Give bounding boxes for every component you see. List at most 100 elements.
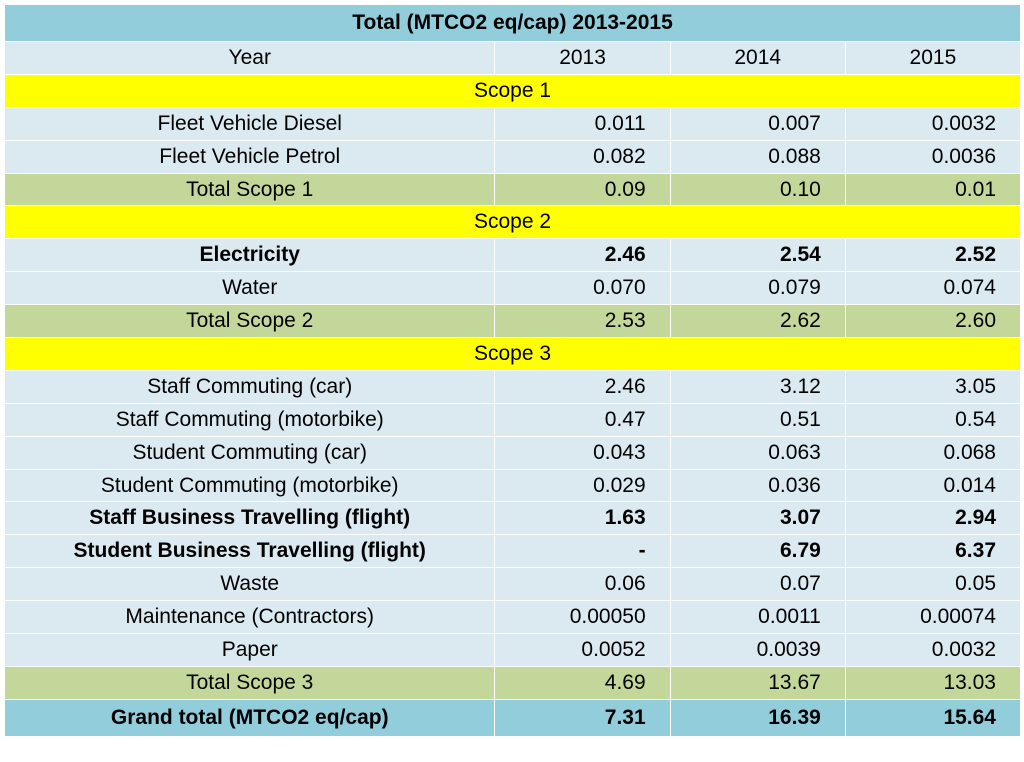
scope-total-row: Total Scope 2 2.53 2.62 2.60 <box>3 304 1022 339</box>
row-value-2013: 2.46 <box>494 238 671 273</box>
row-value-2015: 0.074 <box>844 271 1022 306</box>
row-value-2013: 1.63 <box>494 501 671 536</box>
row-value-2015: 0.05 <box>844 567 1022 602</box>
scope-total-label: Total Scope 2 <box>3 304 496 339</box>
row-value-2015: 0.00074 <box>844 600 1022 635</box>
scope-total-value-2015: 0.01 <box>844 172 1022 207</box>
table-row-fleet-vehicle-petrol: Fleet Vehicle Petrol 0.082 0.088 0.0036 <box>3 139 1022 174</box>
row-value-2014: 2.54 <box>669 238 846 273</box>
scope-total-label: Total Scope 3 <box>3 665 496 700</box>
scope-total-value-2014: 13.67 <box>669 665 846 700</box>
grand-total-label: Grand total (MTCO2 eq/cap) <box>3 698 496 737</box>
grand-total-value-2014: 16.39 <box>669 698 846 737</box>
row-value-2013: 0.06 <box>494 567 671 602</box>
table-row-fleet-vehicle-diesel: Fleet Vehicle Diesel 0.011 0.007 0.0032 <box>3 106 1022 141</box>
table-title-row: Total (MTCO2 eq/cap) 2013-2015 <box>4 4 1021 42</box>
table-row-water: Water 0.070 0.079 0.074 <box>3 271 1022 306</box>
row-value-2014: 0.0039 <box>669 633 846 667</box>
table-row-paper: Paper 0.0052 0.0039 0.0032 <box>3 633 1022 667</box>
scope-total-row: Total Scope 3 4.69 13.67 13.03 <box>3 665 1022 700</box>
row-value-2015: 3.05 <box>844 369 1022 404</box>
grand-total-row: Grand total (MTCO2 eq/cap) 7.31 16.39 15.64 <box>3 698 1022 737</box>
scope-total-label: Total Scope 1 <box>3 172 496 207</box>
row-value-2014: 0.007 <box>669 106 846 141</box>
table-row-staff-commuting-car: Staff Commuting (car) 2.46 3.12 3.05 <box>3 369 1022 404</box>
scope-total-value-2014: 2.62 <box>669 304 846 339</box>
emissions-table: Total (MTCO2 eq/cap) 2013-2015 Year 2013… <box>3 4 1022 737</box>
row-label: Electricity <box>3 238 496 273</box>
row-value-2014: 0.063 <box>669 435 846 470</box>
scope-header: Scope 1 <box>4 73 1021 108</box>
year-header-2013: 2013 <box>494 41 671 75</box>
row-value-2014: 0.0011 <box>669 600 846 635</box>
row-value-2015: 0.0032 <box>844 106 1022 141</box>
scope-header-row: Scope 2 <box>4 205 1021 240</box>
table-title: Total (MTCO2 eq/cap) 2013-2015 <box>4 4 1021 42</box>
row-value-2013: 0.043 <box>494 435 671 470</box>
row-value-2015: 6.37 <box>844 534 1022 569</box>
table-row-student-business-travelling-flight: Student Business Travelling (flight) -6.7… <box>3 534 1022 569</box>
grand-total-value-2015: 15.64 <box>844 698 1022 737</box>
row-value-2013: - <box>494 534 671 569</box>
scope-total-value-2015: 2.60 <box>844 304 1022 339</box>
row-value-2013: 0.00050 <box>494 600 671 635</box>
row-value-2013: 0.082 <box>494 139 671 174</box>
emissions-table-body: Total (MTCO2 eq/cap) 2013-2015 Year 2013… <box>3 4 1022 737</box>
row-label: Waste <box>3 567 496 602</box>
row-label: Maintenance (Contractors) <box>3 600 496 635</box>
row-value-2014: 3.12 <box>669 369 846 404</box>
year-header-row: Year 2013 2014 2015 <box>3 41 1022 75</box>
row-label: Staff Commuting (motorbike) <box>3 402 496 437</box>
scope-total-value-2013: 0.09 <box>494 172 671 207</box>
scope-header: Scope 3 <box>4 337 1021 371</box>
row-value-2013: 0.011 <box>494 106 671 141</box>
row-value-2013: 0.070 <box>494 271 671 306</box>
row-value-2015: 0.0036 <box>844 139 1022 174</box>
row-value-2014: 0.036 <box>669 468 846 503</box>
table-row-staff-business-travelling-flight: Staff Business Travelling (flight) 1.63 3.… <box>3 501 1022 536</box>
table-row-student-commuting-motorbike: Student Commuting (motorbike) 0.029 0.036 0… <box>3 468 1022 503</box>
scope-header-row: Scope 3 <box>4 337 1021 371</box>
row-value-2014: 0.51 <box>669 402 846 437</box>
row-label: Staff Commuting (car) <box>3 369 496 404</box>
table-row-maintenance-contractors: Maintenance (Contractors) 0.00050 0.0011 0.… <box>3 600 1022 635</box>
year-header-2015: 2015 <box>844 41 1022 75</box>
row-label: Staff Business Travelling (flight) <box>3 501 496 536</box>
scope-header: Scope 2 <box>4 205 1021 240</box>
row-value-2015: 2.94 <box>844 501 1022 536</box>
row-value-2014: 3.07 <box>669 501 846 536</box>
scope-total-value-2014: 0.10 <box>669 172 846 207</box>
table-row-staff-commuting-motorbike: Staff Commuting (motorbike) 0.47 0.51 0.54 <box>3 402 1022 437</box>
row-label: Student Commuting (car) <box>3 435 496 470</box>
row-value-2013: 2.46 <box>494 369 671 404</box>
scope-total-value-2013: 4.69 <box>494 665 671 700</box>
year-header-label: Year <box>3 41 496 75</box>
row-label: Student Commuting (motorbike) <box>3 468 496 503</box>
row-label: Paper <box>3 633 496 667</box>
year-header-2014: 2014 <box>669 41 846 75</box>
row-value-2013: 0.0052 <box>494 633 671 667</box>
row-value-2015: 0.54 <box>844 402 1022 437</box>
row-label: Fleet Vehicle Petrol <box>3 139 496 174</box>
grand-total-value-2013: 7.31 <box>494 698 671 737</box>
table-row-student-commuting-car: Student Commuting (car) 0.043 0.063 0.068 <box>3 435 1022 470</box>
row-value-2014: 0.07 <box>669 567 846 602</box>
row-value-2014: 6.79 <box>669 534 846 569</box>
scope-total-row: Total Scope 1 0.09 0.10 0.01 <box>3 172 1022 207</box>
row-label: Water <box>3 271 496 306</box>
row-value-2015: 0.068 <box>844 435 1022 470</box>
scope-header-row: Scope 1 <box>4 73 1021 108</box>
row-value-2013: 0.029 <box>494 468 671 503</box>
row-value-2015: 2.52 <box>844 238 1022 273</box>
table-row-electricity: Electricity 2.46 2.54 2.52 <box>3 238 1022 273</box>
row-label: Fleet Vehicle Diesel <box>3 106 496 141</box>
scope-total-value-2013: 2.53 <box>494 304 671 339</box>
scope-total-value-2015: 13.03 <box>844 665 1022 700</box>
row-label: Student Business Travelling (flight) <box>3 534 496 569</box>
row-value-2014: 0.088 <box>669 139 846 174</box>
row-value-2015: 0.0032 <box>844 633 1022 667</box>
row-value-2013: 0.47 <box>494 402 671 437</box>
row-value-2014: 0.079 <box>669 271 846 306</box>
row-value-2015: 0.014 <box>844 468 1022 503</box>
table-row-waste: Waste 0.06 0.07 0.05 <box>3 567 1022 602</box>
